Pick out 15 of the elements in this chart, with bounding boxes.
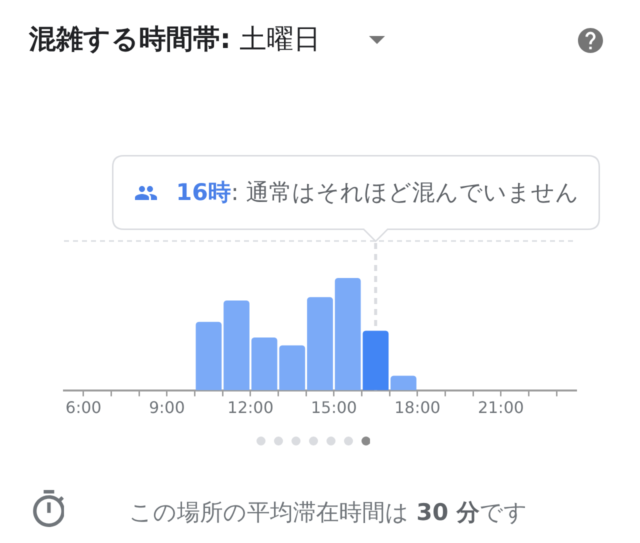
bar xyxy=(362,330,389,390)
bar xyxy=(334,278,361,390)
x-tick-label: 18:00 xyxy=(394,398,440,418)
x-tick-label: 15:00 xyxy=(310,398,357,418)
x-tick-label: 12:00 xyxy=(227,398,274,418)
bar xyxy=(307,297,333,390)
speech-bubble: 16時: 通常はそれほど混んでいません xyxy=(112,155,600,242)
x-tick-label: 21:00 xyxy=(478,398,524,418)
x-tick-label: 6:00 xyxy=(66,398,102,418)
bar xyxy=(390,376,416,390)
bar xyxy=(224,300,250,390)
chart-title: 混雑する時間帯: 土曜日 xyxy=(29,24,320,55)
text: この場所の平均滞在時間は 30 分です xyxy=(129,500,528,526)
bar xyxy=(196,322,222,390)
x-tick-label: 9:00 xyxy=(148,398,185,418)
